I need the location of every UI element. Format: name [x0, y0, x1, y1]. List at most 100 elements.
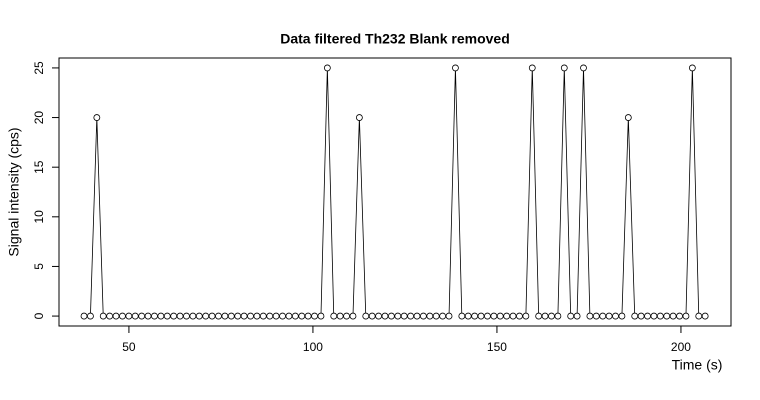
data-point	[144, 312, 152, 320]
chart-title: Data filtered Th232 Blank removed	[280, 31, 510, 47]
data-point	[605, 312, 613, 320]
data-point	[285, 312, 293, 320]
data-point	[631, 312, 639, 320]
data-point	[458, 312, 466, 320]
data-point	[323, 64, 331, 72]
data-point	[580, 64, 587, 72]
data-point	[516, 312, 523, 320]
data-point	[311, 312, 318, 320]
x-tick-label: 50	[122, 340, 136, 354]
data-point	[368, 312, 376, 320]
data-point	[106, 312, 114, 320]
data-point	[439, 312, 447, 320]
data-point	[343, 312, 350, 320]
data-point	[272, 312, 280, 320]
data-point	[394, 312, 402, 320]
data-point	[215, 312, 222, 320]
data-point	[490, 312, 498, 320]
data-point	[484, 312, 491, 320]
data-point	[522, 312, 530, 320]
data-point	[99, 312, 107, 320]
data-point	[669, 312, 677, 320]
data-point	[375, 312, 382, 320]
data-point	[240, 312, 248, 320]
plot-frame	[58, 57, 732, 327]
y-tick-label: 15	[32, 160, 46, 174]
data-point	[535, 312, 543, 320]
x-tick-label: 200	[671, 340, 691, 354]
data-point	[618, 312, 626, 320]
data-point	[567, 312, 575, 320]
data-point	[266, 312, 274, 320]
data-point	[151, 312, 158, 320]
data-point	[87, 312, 94, 320]
y-tick-label: 25	[32, 61, 46, 75]
y-tick-label: 10	[32, 210, 46, 224]
data-point	[183, 312, 190, 320]
data-point	[682, 312, 690, 320]
x-axis-label: Time (s)	[672, 357, 723, 373]
data-point	[413, 312, 421, 320]
data-point	[119, 312, 126, 320]
y-tick-label: 0	[32, 312, 46, 319]
data-point	[663, 312, 671, 320]
data-point	[445, 312, 453, 320]
data-point	[170, 312, 178, 320]
data-point	[407, 312, 415, 320]
data-point	[221, 312, 229, 320]
data-point	[426, 312, 434, 320]
data-point	[208, 312, 216, 320]
data-point	[644, 312, 651, 320]
data-point	[157, 312, 165, 320]
data-point	[496, 312, 504, 320]
data-point	[650, 312, 658, 320]
data-point	[573, 312, 581, 320]
y-axis-label: Signal intensity (cps)	[6, 127, 22, 256]
data-point	[624, 114, 632, 121]
data-point	[503, 312, 511, 320]
data-point	[560, 64, 568, 72]
data-point	[548, 312, 555, 320]
data-point	[304, 312, 312, 320]
data-point	[688, 64, 696, 72]
data-point	[420, 312, 427, 320]
data-point	[528, 64, 536, 72]
x-tick-label: 150	[487, 340, 507, 354]
data-point	[656, 312, 664, 320]
data-point	[125, 312, 133, 320]
data-point	[336, 312, 344, 320]
data-point	[247, 312, 254, 320]
data-point	[637, 312, 645, 320]
data-point	[432, 312, 440, 320]
data-point	[112, 312, 120, 320]
data-point	[586, 312, 594, 320]
data-point	[400, 312, 408, 320]
data-point	[227, 312, 235, 320]
data-point	[362, 312, 370, 320]
data-point	[695, 312, 703, 320]
data-point	[195, 312, 203, 320]
data-point	[464, 312, 472, 320]
data-point	[259, 312, 267, 320]
data-point	[612, 312, 619, 320]
data-point	[541, 312, 549, 320]
data-point	[330, 312, 338, 320]
data-point	[592, 312, 600, 320]
data-point	[234, 312, 242, 320]
data-point	[509, 312, 517, 320]
data-point	[189, 312, 197, 320]
data-point	[202, 312, 210, 320]
data-point	[163, 312, 171, 320]
data-point	[291, 312, 299, 320]
data-point	[599, 312, 607, 320]
data-point	[477, 312, 485, 320]
data-point	[93, 114, 101, 121]
data-point	[349, 312, 357, 320]
data-point	[279, 312, 286, 320]
data-point	[452, 64, 459, 72]
data-point	[298, 312, 306, 320]
data-point	[138, 312, 146, 320]
data-point	[381, 312, 389, 320]
